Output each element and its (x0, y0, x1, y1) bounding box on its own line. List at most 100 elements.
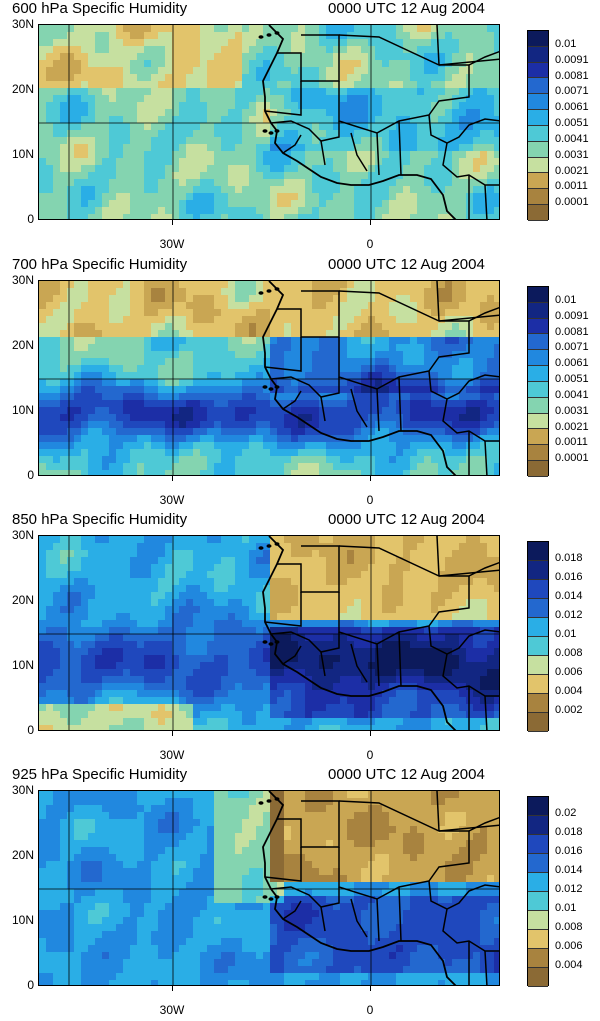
island (275, 640, 280, 644)
humidity-map (38, 24, 500, 220)
colorbar-swatch (528, 47, 548, 63)
map-panel: 925 hPa Specific Humidity 0000 UTC 12 Aug… (0, 766, 600, 1021)
colorbar-label: 0.014 (555, 590, 583, 602)
colorbar-swatch (528, 429, 548, 445)
panel-timestamp: 0000 UTC 12 Aug 2004 (328, 256, 485, 273)
panel-title: 700 hPa Specific Humidity (12, 256, 187, 273)
colorbar-label: 0.0091 (555, 54, 589, 66)
colorbar-label: 0.0011 (555, 180, 588, 192)
colorbar-swatch (528, 158, 548, 174)
longitude-label: 30W (152, 493, 192, 507)
colorbar-swatch (528, 835, 548, 854)
latitude-label: 20N (0, 82, 34, 96)
colorbar-swatch (528, 173, 548, 189)
colorbar-label: 0.0071 (555, 85, 589, 97)
colorbar-label: 0.0091 (555, 310, 589, 322)
island (275, 287, 280, 291)
colorbar-swatch (528, 94, 548, 110)
longitude-label: 0 (350, 493, 390, 507)
panel-title: 600 hPa Specific Humidity (12, 0, 187, 17)
colorbar-swatch (528, 110, 548, 126)
colorbar-label: 0.0041 (555, 389, 589, 401)
colorbar-label: 0.0021 (555, 421, 589, 433)
colorbar-swatch (528, 599, 548, 618)
colorbar-swatch (528, 461, 548, 477)
colorbar-swatch (528, 561, 548, 580)
colorbar-swatch (528, 713, 548, 732)
axis-tick (370, 220, 371, 225)
colorbar-swatch (528, 31, 548, 47)
colorbar-label: 0.004 (555, 959, 583, 971)
island (269, 131, 274, 135)
colorbar-swatch (528, 334, 548, 350)
latitude-label: 30N (0, 17, 34, 31)
island (263, 895, 268, 899)
latitude-label: 20N (0, 848, 34, 862)
colorbar-label: 0.018 (555, 826, 583, 838)
colorbar-label: 0.008 (555, 921, 583, 933)
island (267, 289, 272, 293)
colorbar-label: 0.0041 (555, 133, 589, 145)
colorbar-label: 0.01 (555, 902, 576, 914)
colorbar (527, 286, 549, 476)
panel-timestamp: 0000 UTC 12 Aug 2004 (328, 0, 485, 17)
island (275, 797, 280, 801)
island (259, 801, 264, 805)
colorbar-swatch (528, 580, 548, 599)
axis-tick (172, 986, 173, 991)
longitude-label: 0 (350, 1003, 390, 1017)
longitude-label: 30W (152, 1003, 192, 1017)
latitude-label: 20N (0, 338, 34, 352)
island (263, 640, 268, 644)
island (259, 35, 264, 39)
colorbar-swatch (528, 542, 548, 561)
island (275, 129, 280, 133)
latitude-label: 0 (0, 723, 34, 737)
panel-title: 925 hPa Specific Humidity (12, 766, 187, 783)
colorbar-swatch (528, 142, 548, 158)
colorbar-swatch (528, 618, 548, 637)
island (267, 544, 272, 548)
latitude-label: 30N (0, 528, 34, 542)
panel-timestamp: 0000 UTC 12 Aug 2004 (328, 766, 485, 783)
colorbar-swatch (528, 694, 548, 713)
island (263, 385, 268, 389)
axis-tick (172, 476, 173, 481)
colorbar-label: 0.02 (555, 807, 576, 819)
colorbar-swatch (528, 126, 548, 142)
island (275, 542, 280, 546)
colorbar (527, 796, 549, 986)
colorbar-swatch (528, 816, 548, 835)
colorbar-label: 0.01 (555, 628, 576, 640)
colorbar-label: 0.012 (555, 883, 583, 895)
colorbar-label: 0.0001 (555, 196, 589, 208)
colorbar-label: 0.0071 (555, 341, 589, 353)
longitude-label: 30W (152, 748, 192, 762)
island (267, 799, 272, 803)
colorbar-swatch (528, 656, 548, 675)
latitude-label: 30N (0, 273, 34, 287)
colorbar-label: 0.0061 (555, 357, 589, 369)
island (275, 895, 280, 899)
colorbar-swatch (528, 303, 548, 319)
colorbar-label: 0.0011 (555, 436, 588, 448)
colorbar-swatch (528, 382, 548, 398)
latitude-label: 20N (0, 593, 34, 607)
colorbar-swatch (528, 892, 548, 911)
colorbar-swatch (528, 319, 548, 335)
latitude-label: 0 (0, 468, 34, 482)
colorbar-swatch (528, 445, 548, 461)
humidity-map (38, 790, 500, 986)
longitude-label: 0 (350, 748, 390, 762)
colorbar-label: 0.0001 (555, 452, 589, 464)
colorbar-swatch (528, 873, 548, 892)
axis-tick (172, 220, 173, 225)
panel-timestamp: 0000 UTC 12 Aug 2004 (328, 511, 485, 528)
island (275, 385, 280, 389)
colorbar-swatch (528, 350, 548, 366)
humidity-map (38, 280, 500, 476)
island (269, 897, 274, 901)
colorbar-swatch (528, 63, 548, 79)
latitude-label: 10N (0, 403, 34, 417)
